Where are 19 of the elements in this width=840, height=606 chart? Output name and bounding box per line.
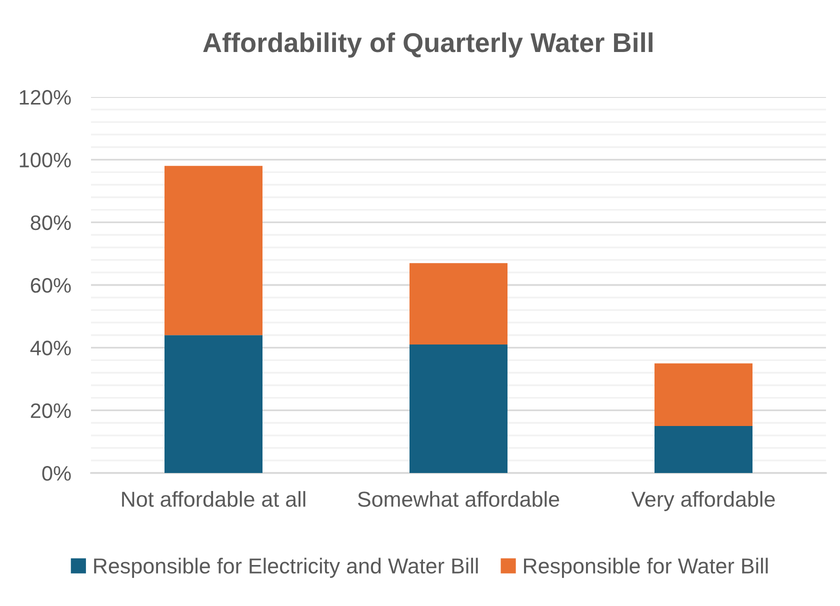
x-tick-label: Very affordable [631, 491, 775, 512]
y-tick-label: 100% [20, 152, 71, 168]
bar [410, 263, 508, 345]
chart-title: Affordability of Quarterly Water Bill [203, 32, 652, 58]
y-tick-label: 0% [42, 466, 71, 481]
y-tick-label: 20% [30, 403, 71, 418]
y-tick-label: 120% [20, 90, 71, 105]
x-tick-label: Not affordable at all [122, 491, 306, 507]
bar [410, 344, 508, 473]
y-tick-label: 80% [30, 215, 71, 230]
bar [654, 363, 752, 426]
bar [164, 166, 262, 336]
x-tick-label: Somewhat affordable [358, 491, 560, 507]
y-tick-label: 40% [30, 340, 71, 356]
legend-label: Responsible for Water Bill [524, 558, 768, 578]
y-tick-label: 60% [30, 278, 71, 293]
legend-label: Responsible for Electricity and Water Bill [94, 558, 478, 578]
bar [654, 426, 752, 473]
bar [164, 335, 262, 473]
